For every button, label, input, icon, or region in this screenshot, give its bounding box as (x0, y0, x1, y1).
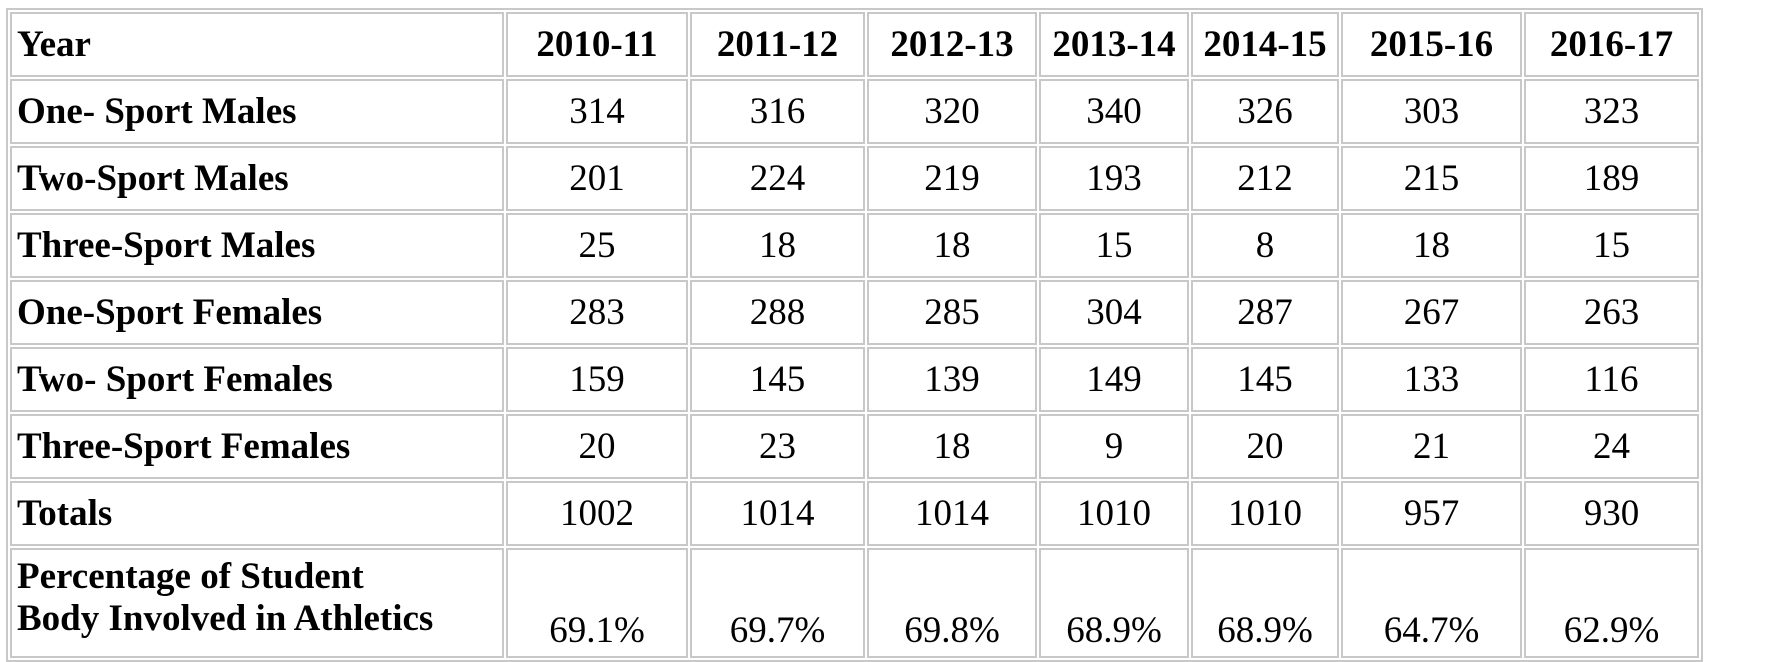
table-cell: 1014 (867, 481, 1037, 546)
table-cell: 283 (506, 280, 688, 345)
row-label: Three-Sport Males (10, 213, 504, 278)
table-cell: 69.8% (867, 548, 1037, 658)
table-cell: 263 (1524, 280, 1699, 345)
row-label: One-Sport Females (10, 280, 504, 345)
table-cell: 145 (690, 347, 865, 412)
row-label: Totals (10, 481, 504, 546)
table-cell: 21 (1341, 414, 1522, 479)
row-label: Two- Sport Females (10, 347, 504, 412)
table-cell: 304 (1039, 280, 1189, 345)
table-body: Year 2010-11 2011-12 2012-13 2013-14 2014-15 2… (10, 12, 1699, 658)
row-label: Percentage of Student Body Involved in At… (10, 548, 504, 658)
table-cell: 288 (690, 280, 865, 345)
table-row: Three-Sport Females 20 23 18 9 20 21 24 (10, 414, 1699, 479)
table-cell: 323 (1524, 79, 1699, 144)
table-cell: 285 (867, 280, 1037, 345)
table-cell: 18 (690, 213, 865, 278)
header-label: Year (10, 12, 504, 77)
table-cell: 15 (1039, 213, 1189, 278)
table-cell: 69.1% (506, 548, 688, 658)
table-cell: 9 (1039, 414, 1189, 479)
table-row: Totals 1002 1014 1014 1010 1010 957 930 (10, 481, 1699, 546)
table-cell: 64.7% (1341, 548, 1522, 658)
table-cell: 18 (867, 213, 1037, 278)
table-cell: 8 (1191, 213, 1339, 278)
table-cell: 1010 (1191, 481, 1339, 546)
year-header: 2010-11 (506, 12, 688, 77)
athletics-participation-table: Year 2010-11 2011-12 2012-13 2013-14 2014-15 2… (6, 8, 1703, 662)
table-cell: 20 (1191, 414, 1339, 479)
table-cell: 212 (1191, 146, 1339, 211)
row-label-line: Body Involved in Athletics (17, 598, 434, 639)
table-cell: 1002 (506, 481, 688, 546)
row-label: Three-Sport Females (10, 414, 504, 479)
table-cell: 116 (1524, 347, 1699, 412)
row-label: One- Sport Males (10, 79, 504, 144)
header-row: Year 2010-11 2011-12 2012-13 2013-14 2014-15 2… (10, 12, 1699, 77)
table-cell: 68.9% (1191, 548, 1339, 658)
table-cell: 1010 (1039, 481, 1189, 546)
table-cell: 267 (1341, 280, 1522, 345)
table-cell: 193 (1039, 146, 1189, 211)
table-cell: 340 (1039, 79, 1189, 144)
table-cell: 957 (1341, 481, 1522, 546)
table-cell: 189 (1524, 146, 1699, 211)
row-label: Two-Sport Males (10, 146, 504, 211)
table-cell: 201 (506, 146, 688, 211)
table-cell: 326 (1191, 79, 1339, 144)
year-header: 2013-14 (1039, 12, 1189, 77)
table-cell: 287 (1191, 280, 1339, 345)
table-cell: 149 (1039, 347, 1189, 412)
table-cell: 139 (867, 347, 1037, 412)
table-row: Two-Sport Males 201 224 219 193 212 215 189 (10, 146, 1699, 211)
year-header: 2012-13 (867, 12, 1037, 77)
table-row: Three-Sport Males 25 18 18 15 8 18 15 (10, 213, 1699, 278)
table-row: Percentage of Student Body Involved in At… (10, 548, 1699, 658)
table-cell: 303 (1341, 79, 1522, 144)
table-cell: 24 (1524, 414, 1699, 479)
table-row: One-Sport Females 283 288 285 304 287 267 263 (10, 280, 1699, 345)
table-cell: 20 (506, 414, 688, 479)
year-header: 2011-12 (690, 12, 865, 77)
table-cell: 62.9% (1524, 548, 1699, 658)
table-cell: 145 (1191, 347, 1339, 412)
year-header: 2016-17 (1524, 12, 1699, 77)
table-cell: 133 (1341, 347, 1522, 412)
table-cell: 159 (506, 347, 688, 412)
year-header: 2015-16 (1341, 12, 1522, 77)
table-cell: 224 (690, 146, 865, 211)
table-cell: 68.9% (1039, 548, 1189, 658)
table-cell: 18 (1341, 213, 1522, 278)
table-cell: 320 (867, 79, 1037, 144)
table-cell: 219 (867, 146, 1037, 211)
row-label-line: Percentage of Student (17, 556, 364, 597)
table-cell: 314 (506, 79, 688, 144)
table-cell: 1014 (690, 481, 865, 546)
table-cell: 316 (690, 79, 865, 144)
table-row: One- Sport Males 314 316 320 340 326 303 323 (10, 79, 1699, 144)
table-cell: 15 (1524, 213, 1699, 278)
table-cell: 25 (506, 213, 688, 278)
table-cell: 18 (867, 414, 1037, 479)
year-header: 2014-15 (1191, 12, 1339, 77)
table-cell: 215 (1341, 146, 1522, 211)
table-cell: 69.7% (690, 548, 865, 658)
table-row: Two- Sport Females 159 145 139 149 145 133 116 (10, 347, 1699, 412)
table-cell: 930 (1524, 481, 1699, 546)
table-cell: 23 (690, 414, 865, 479)
